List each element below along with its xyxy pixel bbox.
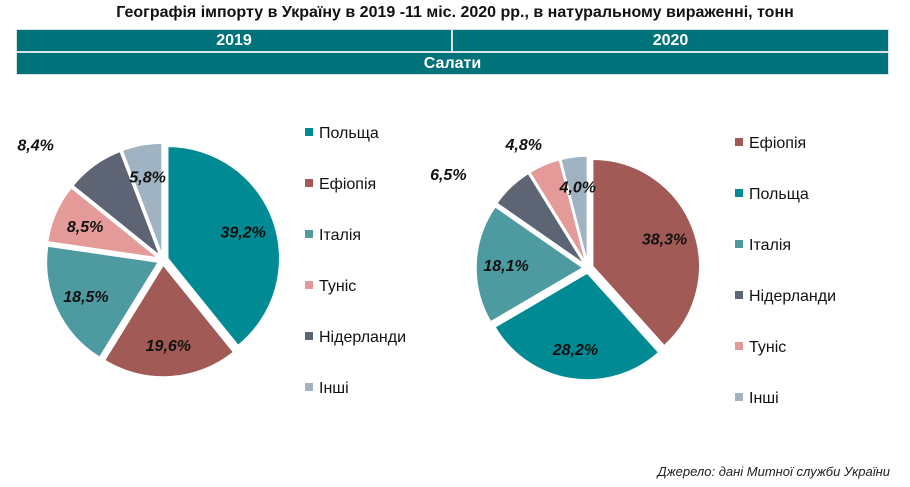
data-label: 19,6%	[146, 338, 191, 355]
legend-swatch	[735, 189, 743, 197]
legend-swatch	[735, 342, 743, 350]
pie-slice	[528, 158, 587, 264]
legend-label: Італія	[319, 227, 361, 244]
legend-swatch	[735, 138, 743, 146]
year-header-2020: 2020	[452, 29, 889, 52]
legend-label: Ефіопія	[749, 135, 806, 152]
legend-swatch	[735, 393, 743, 401]
legend-label: Польща	[749, 186, 809, 203]
data-label: 18,1%	[483, 258, 528, 275]
data-label: 6,5%	[430, 167, 466, 184]
data-label: 38,3%	[642, 232, 687, 249]
legend-label: Італія	[749, 237, 791, 254]
chart-title: Географія імпорту в Україну в 2019 -11 м…	[116, 4, 794, 21]
legend-swatch	[735, 291, 743, 299]
legend-label: Нідерланди	[319, 329, 406, 346]
legend-label: Нідерланди	[749, 288, 836, 305]
legend-swatch	[735, 240, 743, 248]
data-label: 5,8%	[129, 169, 165, 186]
legend-label: Інші	[319, 380, 349, 397]
pie-2020: 38,3% 28,2% 18,1% 6,5% 4,8% 4,0%	[430, 137, 701, 381]
data-label: 28,2%	[552, 342, 598, 359]
pie-slice	[591, 158, 701, 347]
pie-2019: 39,2% 19,6% 18,5% 8,5% 8,4% 5,8%	[17, 138, 281, 378]
legend-label: Інші	[749, 390, 779, 407]
legend-swatch	[305, 332, 313, 340]
legend-swatch	[305, 179, 313, 187]
legend-swatch	[305, 128, 313, 136]
pie-slice	[45, 245, 160, 359]
source-note: Джерело: дані Митної служби України	[657, 464, 890, 479]
data-label: 8,4%	[17, 138, 53, 155]
pie-slice	[493, 271, 660, 381]
product-header: Салати	[16, 52, 889, 75]
pie-slice	[121, 142, 163, 256]
year-header-2019: 2019	[16, 29, 452, 52]
pie-slice	[103, 263, 235, 378]
legend-label: Туніс	[319, 278, 356, 295]
pie-slice	[559, 155, 589, 264]
data-label: 4,0%	[558, 180, 595, 197]
data-label: 18,5%	[63, 289, 108, 306]
pie-slice	[475, 205, 585, 323]
pie-slice	[71, 150, 162, 259]
legend-swatch	[305, 383, 313, 391]
legend-swatch	[305, 281, 313, 289]
pie-slice	[166, 145, 281, 347]
legend-swatch	[305, 230, 313, 238]
pie-slice	[495, 172, 586, 265]
data-label: 8,5%	[67, 219, 103, 236]
data-label: 4,8%	[504, 137, 541, 154]
legend-label: Польща	[319, 125, 379, 142]
data-label: 39,2%	[220, 225, 265, 242]
legend-label: Туніс	[749, 339, 786, 356]
pie-slice	[46, 186, 162, 260]
legend-label: Ефіопія	[319, 176, 376, 193]
